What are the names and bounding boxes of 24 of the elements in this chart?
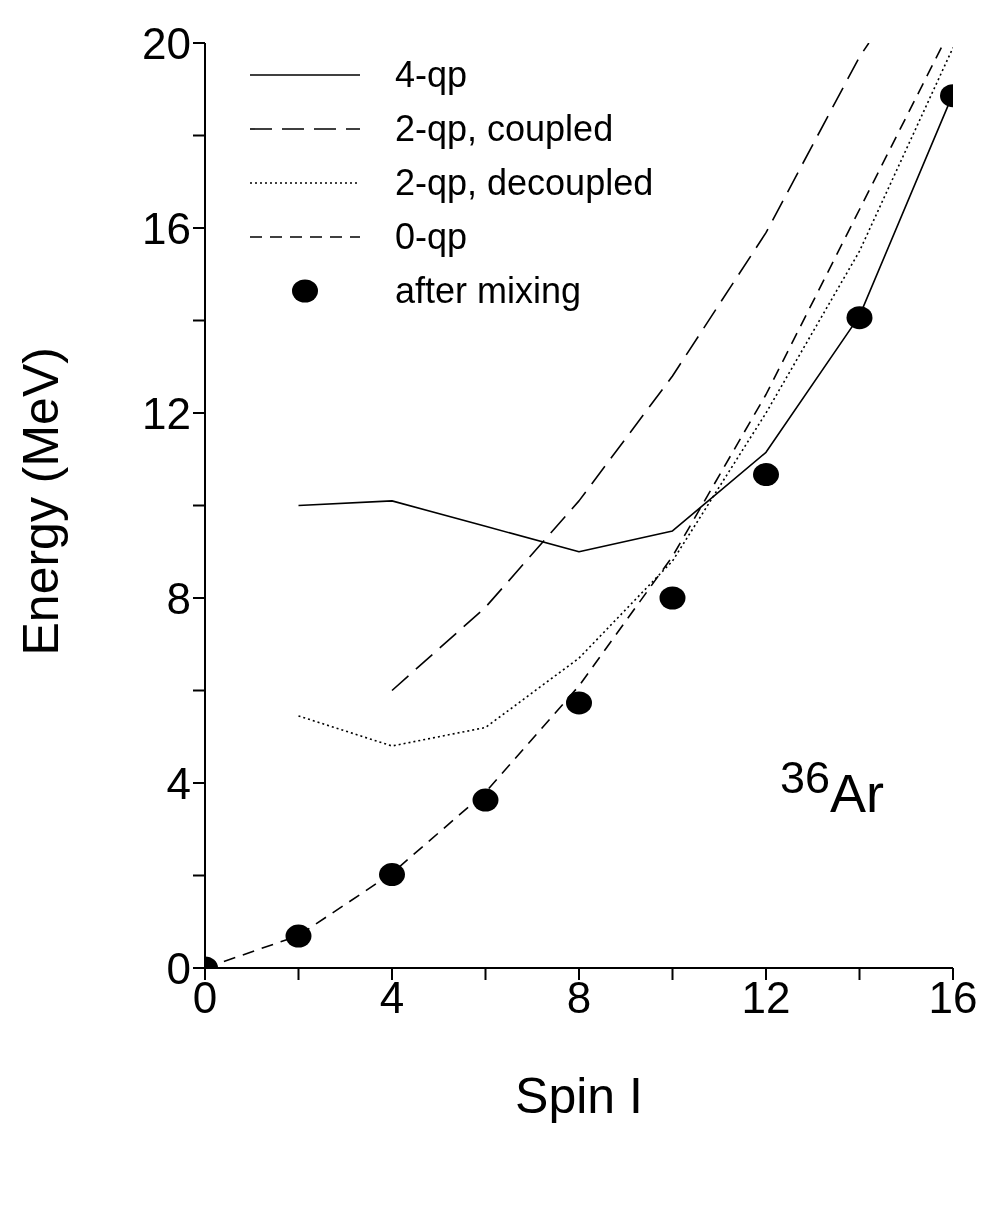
x-tick-label: 16 <box>928 973 978 1023</box>
point <box>379 863 405 887</box>
legend-label: 0-qp <box>395 216 468 258</box>
annotation: $^{36}$Ar <box>780 752 885 824</box>
point <box>566 691 592 715</box>
y-tick-label: 12 <box>142 388 191 438</box>
x-axis-title: Spin I <box>515 1068 643 1124</box>
legend-label: 2-qp, coupled <box>395 108 614 150</box>
point <box>846 306 873 330</box>
point <box>285 924 312 948</box>
y-axis-title: Energy (MeV) <box>12 347 69 656</box>
x-tick-label: 12 <box>741 973 791 1023</box>
x-tick-label: 8 <box>566 973 592 1023</box>
y-tick-label: 8 <box>166 573 191 623</box>
y-tick-label: 20 <box>142 18 191 68</box>
point <box>472 788 499 812</box>
point <box>753 463 779 487</box>
y-tick-label: 16 <box>142 203 191 253</box>
legend-label: 4-qp <box>395 54 468 96</box>
x-tick-label: 4 <box>379 973 405 1023</box>
y-tick-label: 4 <box>166 758 191 808</box>
legend-label: 2-qp, decoupled <box>395 162 654 204</box>
point <box>659 586 686 610</box>
legend-label: after mixing <box>395 270 582 312</box>
